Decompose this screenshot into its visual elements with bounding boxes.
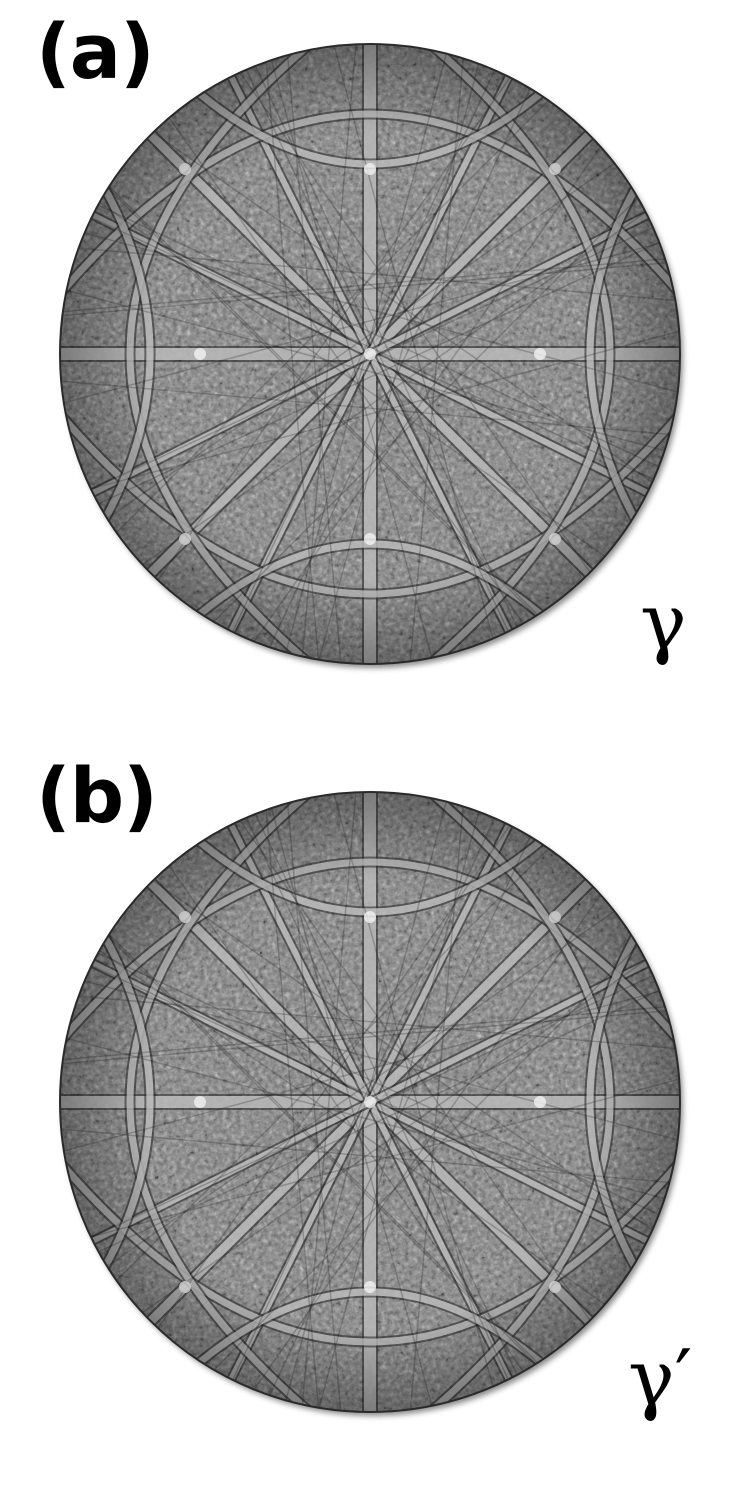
kikuchi-pattern-svg: [59, 791, 681, 1413]
panel-b: (b): [0, 744, 746, 1488]
kikuchi-pattern-svg: [59, 43, 681, 665]
panel-a: (a): [0, 0, 746, 744]
kikuchi-pattern: [50, 36, 690, 676]
panel-label: (a): [36, 7, 155, 96]
phase-label: γ: [640, 578, 687, 668]
kikuchi-pattern: [50, 784, 690, 1424]
phase-label: γ′: [628, 1334, 693, 1424]
panel-label: (b): [36, 751, 158, 840]
